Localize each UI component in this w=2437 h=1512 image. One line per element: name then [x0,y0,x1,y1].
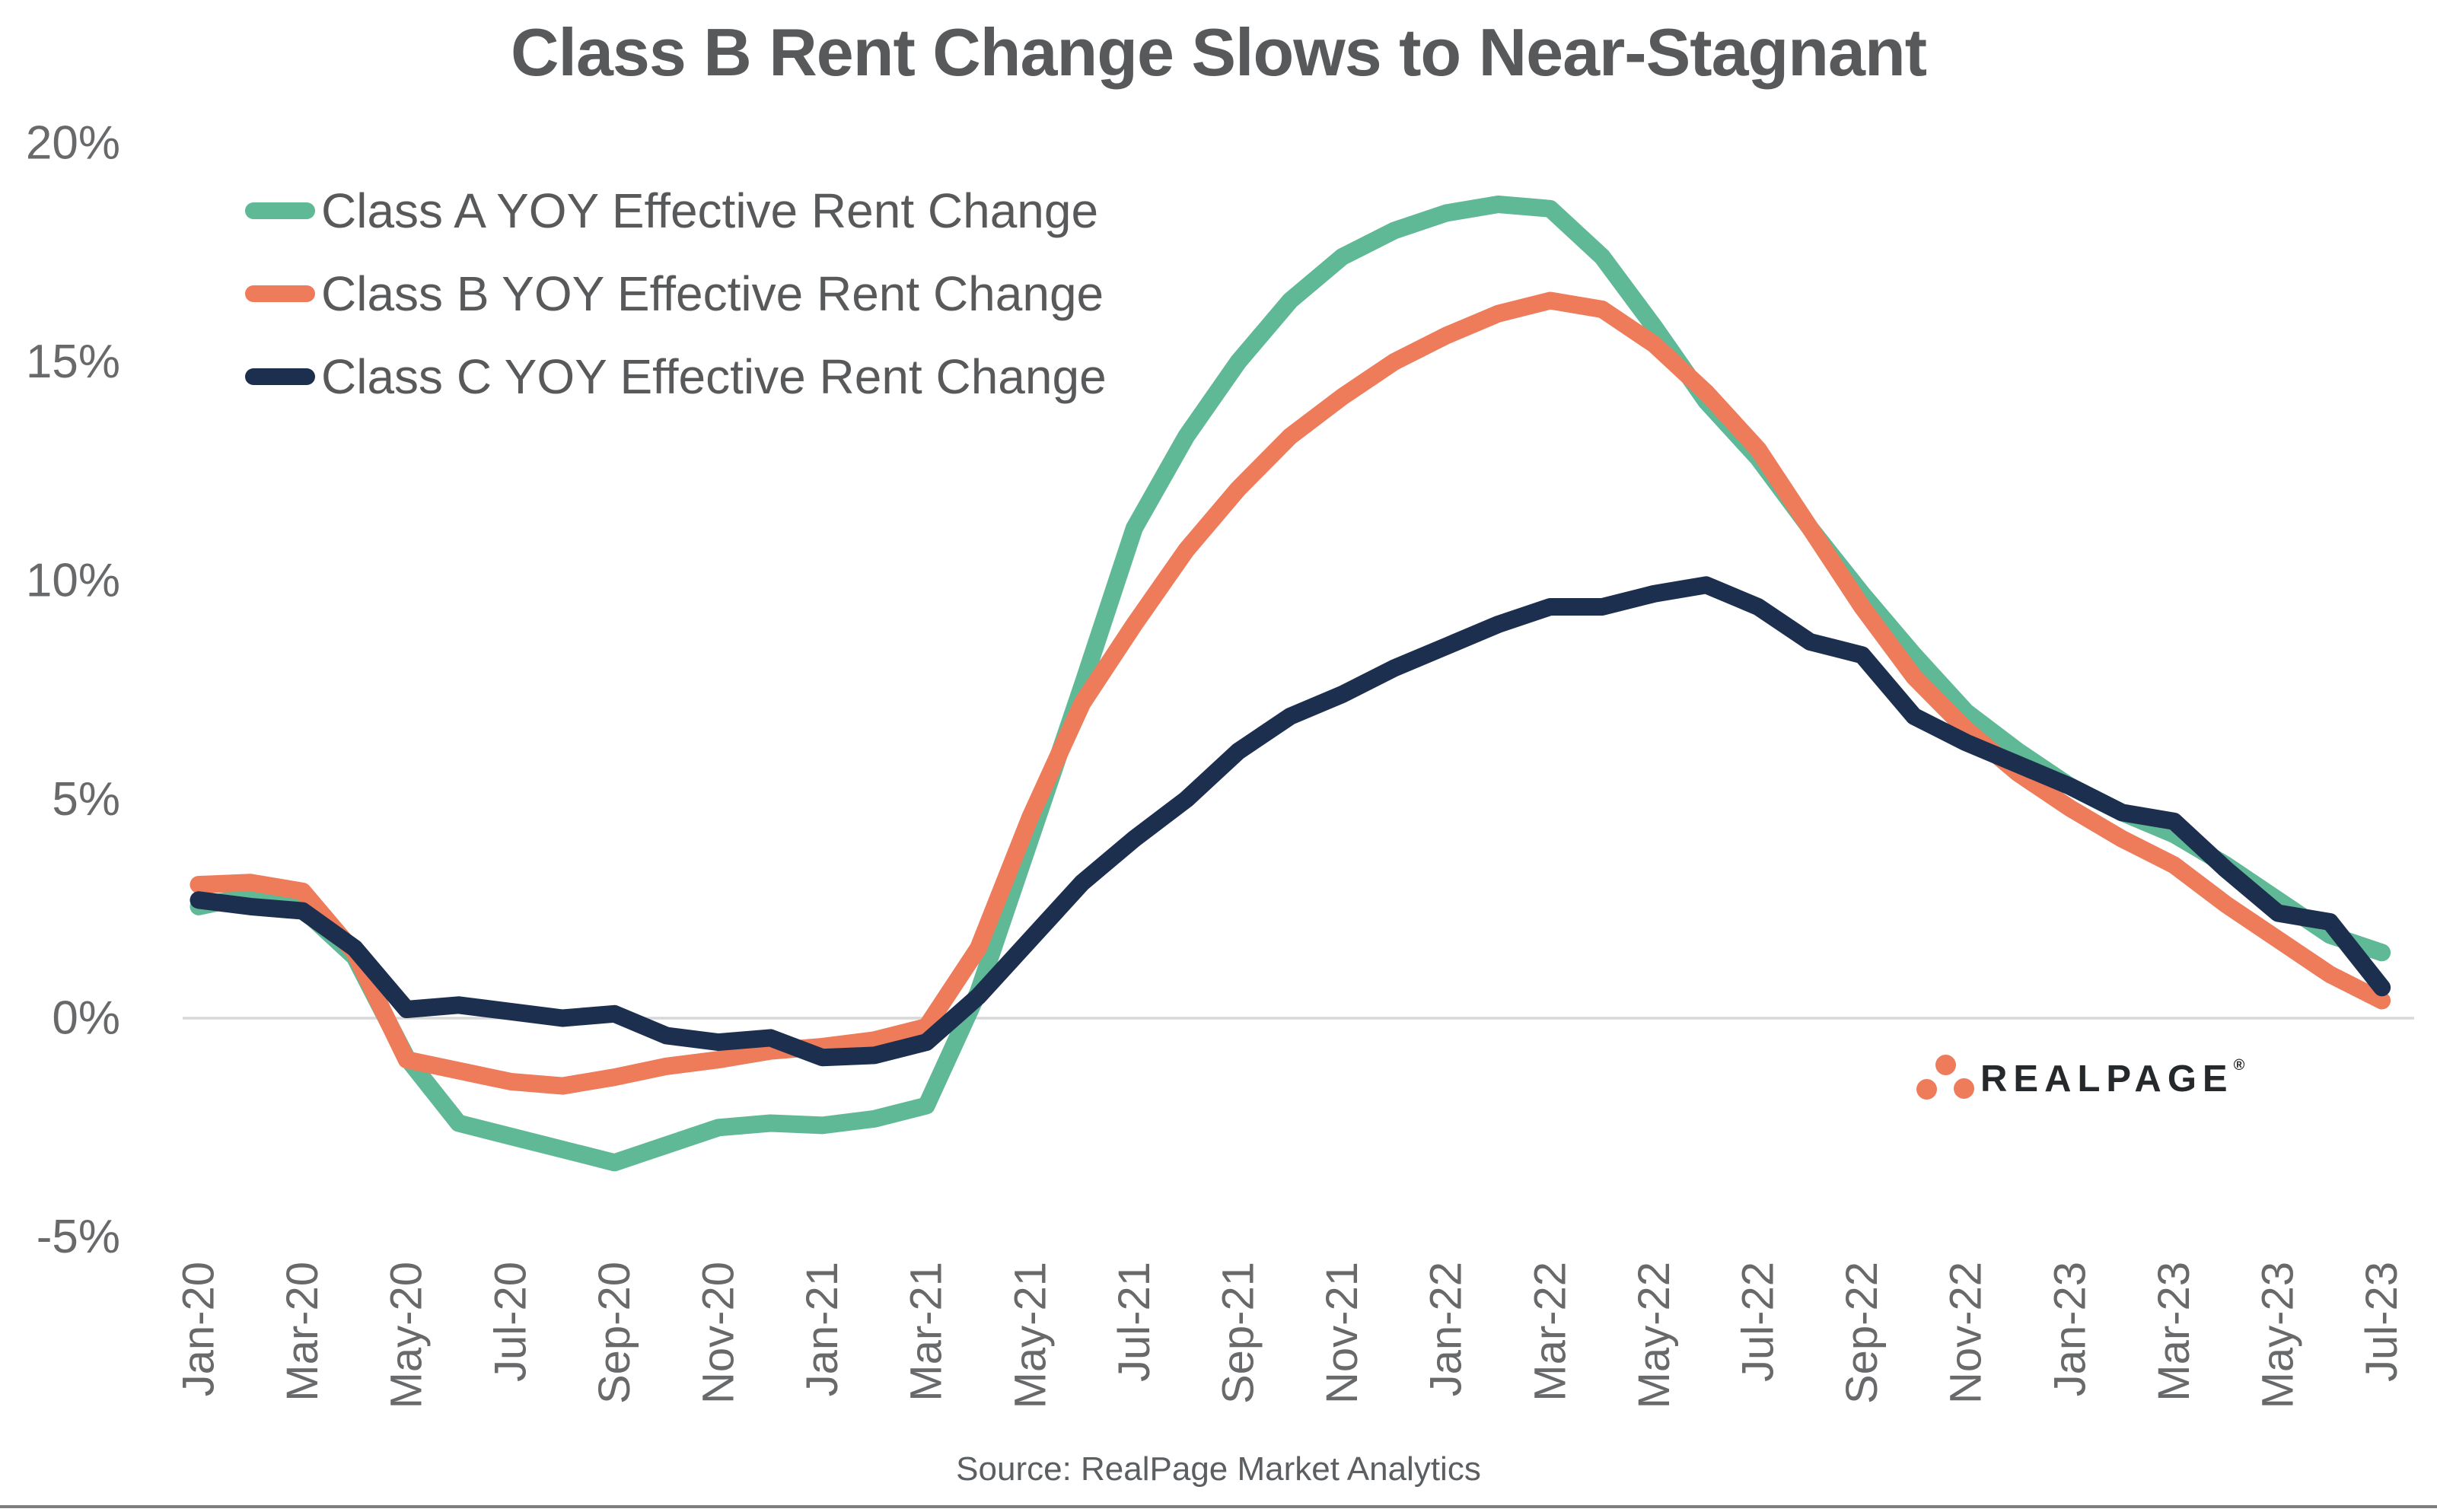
bottom-divider [0,1505,2437,1508]
legend-swatch-class-b [245,285,315,302]
legend: Class A YOY Effective Rent Change Class … [245,169,1107,418]
x-axis-tick-label: May-23 [2254,1262,2303,1409]
x-axis-tick-label: May-22 [1629,1262,1679,1409]
logo-dot-icon [1954,1078,1974,1099]
x-axis-tick-label: Nov-22 [1942,1262,1991,1404]
registered-mark-icon: ® [2233,1057,2245,1074]
x-axis-tick-label: Mar-20 [278,1262,327,1402]
series-class-a-line [190,196,2391,1172]
x-axis-tick-label: Sep-21 [1214,1262,1263,1404]
x-axis-tick-label: Jan-22 [1422,1262,1471,1396]
x-axis-tick-label: Jan-20 [174,1262,224,1396]
legend-swatch-class-a [245,202,315,219]
x-axis-tick-label: Mar-21 [902,1262,951,1402]
x-axis-tick-label: May-21 [1005,1262,1055,1409]
x-axis-tick-label: Jul-20 [486,1262,535,1382]
x-axis-tick-label: Nov-21 [1317,1262,1367,1404]
legend-label-class-a: Class A YOY Effective Rent Change [321,183,1099,238]
series-class-c-line [190,576,2391,1067]
realpage-logo: REALPAGE® [1916,1049,2267,1109]
series-class-b-line [190,291,2391,1095]
x-axis-tick-label: Jul-21 [1110,1262,1159,1382]
legend-label-class-c: Class C YOY Effective Rent Change [321,349,1107,404]
legend-item-class-b: Class B YOY Effective Rent Change [245,252,1107,335]
legend-label-class-b: Class B YOY Effective Rent Change [321,266,1104,321]
y-axis-tick-label: 10% [26,555,120,607]
x-axis-tick-label: Jul-23 [2357,1262,2407,1382]
x-axis-tick-label: Nov-20 [694,1262,744,1404]
y-axis-tick-label: 20% [26,117,120,170]
logo-dot-icon [1916,1079,1937,1100]
legend-swatch-class-c [245,368,315,385]
source-note: Source: RealPage Market Analytics [956,1450,1481,1488]
y-axis-tick-label: 5% [52,773,120,826]
y-axis-tick-label: 0% [52,992,120,1045]
legend-item-class-a: Class A YOY Effective Rent Change [245,169,1107,252]
logo-wordmark: REALPAGE® [1980,1057,2245,1100]
x-axis-tick-label: May-20 [382,1262,432,1409]
x-axis-tick-label: Jul-22 [1734,1262,1783,1382]
logo-dot-icon [1935,1055,1956,1075]
y-axis-tick-label: 15% [26,336,120,388]
y-axis-tick-label: -5% [37,1211,120,1263]
x-axis-tick-label: Mar-23 [2149,1262,2199,1402]
x-axis-tick-label: Mar-22 [1525,1262,1575,1402]
x-axis-tick-label: Jan-23 [2045,1262,2095,1396]
x-axis-tick-label: Sep-20 [590,1262,639,1404]
x-axis-tick-label: Jan-21 [798,1262,847,1396]
chart-title: Class B Rent Change Slows to Near-Stagna… [510,14,1927,90]
x-axis-tick-label: Sep-22 [1837,1262,1887,1404]
legend-item-class-c: Class C YOY Effective Rent Change [245,335,1107,418]
